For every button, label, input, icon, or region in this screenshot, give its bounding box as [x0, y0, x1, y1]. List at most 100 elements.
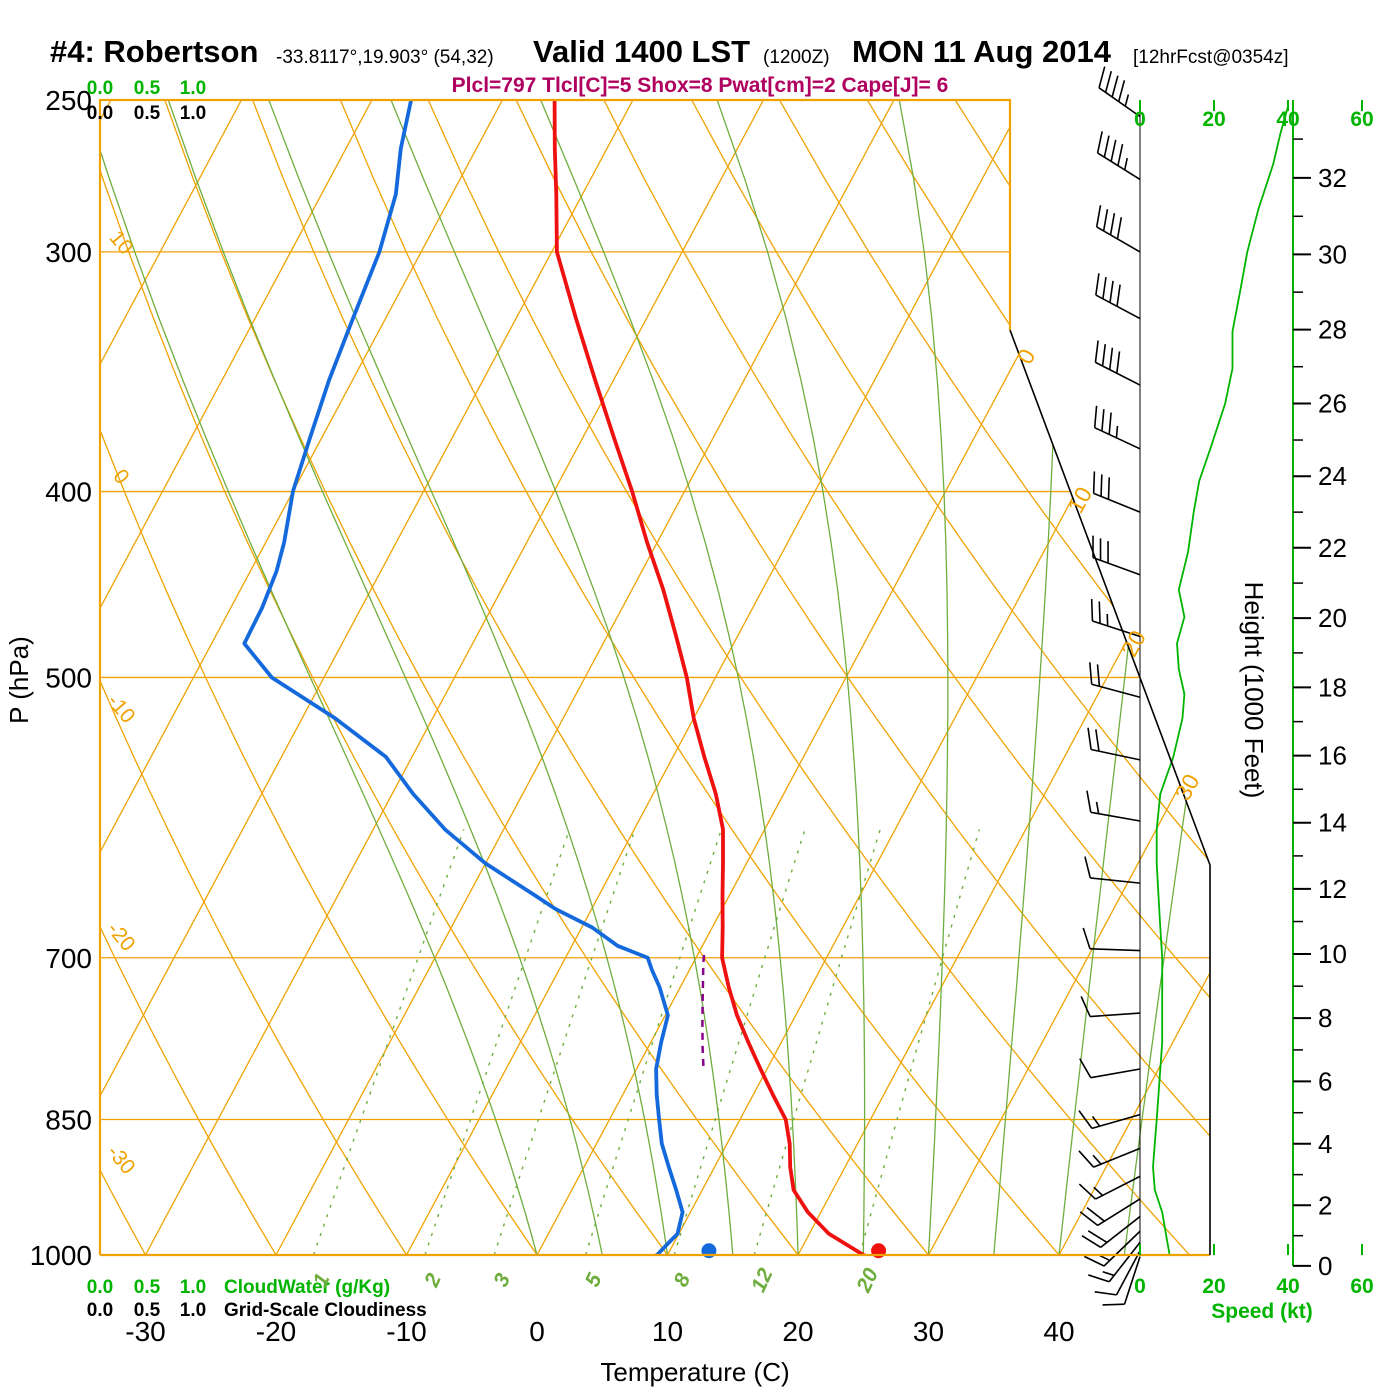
dry-adiabat-line — [778, 100, 1210, 1255]
wind-barb-feather — [1108, 412, 1112, 435]
station-coords: -33.8117°,19.903° (54,32) — [276, 47, 494, 68]
mixing-ratio-line — [673, 829, 806, 1255]
isotherm-label: 30 — [1169, 770, 1204, 805]
parcel-path-dashed — [701, 949, 706, 1066]
dry-adiabat-line — [427, 100, 1190, 1255]
moist-adiabat-line — [390, 100, 734, 1255]
dry-adiabat-line — [100, 100, 277, 1255]
dry-adiabat-label: -30 — [102, 1141, 139, 1179]
cloudiness-scale-bottom: 0.5 — [134, 1300, 161, 1321]
cloudiness-scale-top: 1.0 — [180, 103, 206, 124]
wind-barb-feather — [1108, 347, 1114, 370]
temp-tick-label: 0 — [529, 1316, 545, 1347]
wind-barb-feather — [1109, 213, 1116, 236]
wind-barb-half-feather — [1095, 801, 1100, 814]
wind-barb-feather — [1111, 75, 1119, 98]
isotherm-line — [927, 100, 1210, 1255]
wind-barb-feather — [1083, 1255, 1105, 1267]
speed-tick-label: 0 — [1134, 108, 1146, 131]
pressure-tick-label: 300 — [45, 237, 92, 268]
wind-barb-staff — [1090, 948, 1141, 952]
height-tick-label: 16 — [1318, 741, 1347, 771]
wind-barb-feather — [1117, 80, 1126, 102]
mixing-ratio-line — [753, 829, 881, 1255]
isotherm-label: 0 — [1012, 344, 1041, 368]
height-tick-label: 0 — [1318, 1251, 1332, 1281]
valid-date: MON 11 Aug 2014 — [852, 34, 1112, 69]
sounding-parameters: Plcl=797 Tlcl[C]=5 Shox=8 Pwat[cm]=2 Cap… — [451, 74, 949, 97]
sounding-curves — [242, 100, 875, 1255]
wind-barb-feather — [1098, 66, 1106, 89]
wind-barb-feather — [1102, 1303, 1125, 1306]
height-tick-label: 8 — [1318, 1003, 1332, 1033]
wind-barb-staff — [1090, 1068, 1141, 1079]
cloudwater-scale-bottom: 0.0 — [87, 1277, 113, 1298]
wind-barb-feather — [1095, 205, 1102, 228]
wind-barb-feather — [1078, 1183, 1096, 1200]
dry-adiabat-line — [251, 100, 930, 1255]
forecast-info: [12hrFcst@0354z] — [1133, 47, 1289, 68]
background-grid — [100, 100, 1210, 1255]
wind-barb-staff — [1096, 226, 1141, 253]
mixing-ratio-label: 20 — [852, 1265, 883, 1297]
wind-barb-half-feather — [1124, 94, 1130, 107]
wind-barb-staff — [1090, 1012, 1141, 1018]
wind-barb-staff — [1103, 1230, 1141, 1267]
wind-barb-staff — [1095, 361, 1141, 386]
cloudiness-scale-top: 0.0 — [87, 103, 113, 124]
cloudwater-scale-bottom: 0.5 — [134, 1277, 161, 1298]
wind-barb-half-feather — [1115, 425, 1119, 438]
wind-barb-staff — [1123, 1256, 1141, 1305]
dry-adiabat-line — [691, 100, 1210, 1255]
wind-barb-feather — [1094, 340, 1099, 363]
mixing-ratio-label: 12 — [747, 1265, 778, 1296]
wind-barb-half-feather — [1123, 157, 1129, 171]
wind-barb-staff — [1090, 877, 1141, 884]
dry-adiabat-line — [164, 100, 799, 1255]
wind-barb-staff — [1090, 811, 1141, 822]
wind-barb-feather — [1088, 662, 1093, 685]
temp-tick-label: 20 — [782, 1316, 813, 1347]
speed-tick-label: 60 — [1350, 108, 1373, 131]
pressure-axis-title: P (hPa) — [4, 636, 34, 724]
wind-barb-feather — [1095, 729, 1100, 752]
temp-axis-title: Temperature (C) — [600, 1357, 789, 1387]
wind-barb-feather — [1116, 351, 1121, 374]
height-tick-label: 28 — [1318, 315, 1347, 345]
wind-barb-feather — [1082, 927, 1091, 950]
station-name: #4: Robertson — [50, 34, 259, 69]
cloudwater-scale-top: 0.5 — [134, 78, 161, 99]
wind-barb-feather — [1100, 474, 1103, 497]
moist-adiabat-line — [716, 100, 866, 1255]
height-tick-label: 12 — [1318, 874, 1347, 904]
wind-barb-feather — [1101, 409, 1105, 432]
height-tick-label: 6 — [1318, 1066, 1332, 1096]
speed-tick-label: 40 — [1276, 108, 1299, 131]
wind-barb-staff — [1108, 1241, 1141, 1283]
wind-barb-feather — [1101, 344, 1107, 367]
wind-barb-staff — [1100, 1215, 1141, 1248]
dry-adiabat-line — [100, 100, 408, 1255]
speed-tick-label: 60 — [1350, 1275, 1373, 1298]
wind-barb-feather — [1084, 856, 1092, 879]
wind-barb-feather — [1103, 135, 1110, 158]
mixing-ratio-line — [493, 829, 636, 1255]
wind-barb-half-feather — [1093, 1186, 1104, 1197]
temp-tick-label: -10 — [386, 1316, 426, 1347]
isotherm-line — [100, 100, 503, 1255]
wind-barb-staff — [1097, 152, 1141, 181]
cloudiness-scale-top: 0.5 — [134, 103, 161, 124]
dry-adiabat-label: -20 — [102, 918, 139, 956]
moist-adiabat-line — [540, 100, 799, 1255]
wind-barb-feather — [1079, 1058, 1092, 1079]
cloudwater-label: CloudWater (g/Kg) — [224, 1277, 390, 1298]
height-tick-label: 10 — [1318, 939, 1347, 969]
wind-barb-feather — [1110, 139, 1117, 162]
wind-barb-feather — [1098, 601, 1101, 624]
mixing-ratio-line — [424, 829, 571, 1255]
wind-barb-staff — [1091, 1113, 1141, 1130]
pressure-tick-label: 1000 — [30, 1240, 92, 1271]
speed-tick-label: 40 — [1276, 1275, 1299, 1298]
pressure-tick-label: 400 — [45, 477, 92, 508]
